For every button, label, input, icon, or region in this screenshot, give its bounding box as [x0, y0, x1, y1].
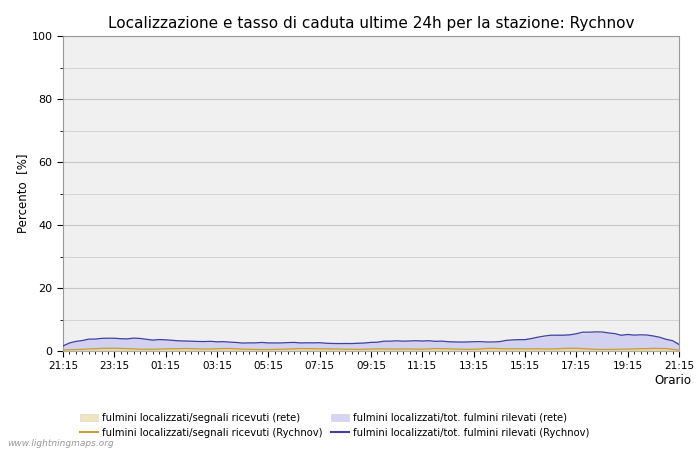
Y-axis label: Percento  [%]: Percento [%]: [16, 154, 29, 233]
X-axis label: Orario: Orario: [654, 374, 692, 387]
Text: www.lightningmaps.org: www.lightningmaps.org: [7, 439, 113, 448]
Legend: fulmini localizzati/segnali ricevuti (rete), fulmini localizzati/segnali ricevut: fulmini localizzati/segnali ricevuti (re…: [80, 413, 589, 438]
Title: Localizzazione e tasso di caduta ultime 24h per la stazione: Rychnov: Localizzazione e tasso di caduta ultime …: [108, 16, 634, 31]
